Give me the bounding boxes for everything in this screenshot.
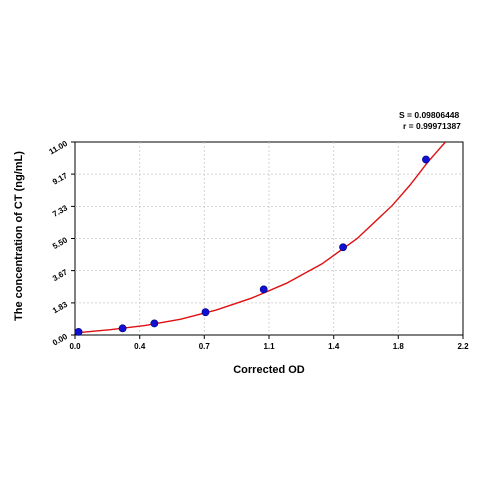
grid-lines: [75, 142, 463, 335]
x-tick-label: 1.4: [328, 342, 340, 351]
x-tick-label: 2.2: [457, 342, 469, 351]
x-tick-label: 1.1: [263, 342, 275, 351]
r-value-label: r = 0.99971387: [403, 121, 461, 131]
y-tick-label: 3.67: [51, 267, 69, 283]
data-point: [339, 243, 347, 252]
y-tick-label: 11.00: [48, 139, 70, 157]
data-point: [201, 308, 210, 317]
s-value-label: S = 0.09806448: [399, 110, 460, 120]
fit-curve-layer: [75, 142, 446, 334]
fit-curve: [75, 142, 446, 334]
data-point: [259, 285, 268, 294]
x-tick-label: 0.0: [69, 342, 81, 351]
data-point: [150, 319, 159, 328]
data-point: [74, 327, 83, 336]
y-axis-title: The concentration of CT (ng/mL): [13, 151, 25, 321]
x-tick-label: 0.7: [199, 342, 211, 351]
y-tick-label: 0.00: [51, 332, 69, 348]
x-axis-title: Corrected OD: [233, 364, 305, 376]
y-tick-label: 9.17: [51, 171, 69, 187]
x-tick-label: 0.4: [134, 342, 146, 351]
y-tick-label: 1.83: [51, 300, 69, 316]
y-axis: 0.00 1.83 3.67 5.50 7.33 9.17 11.00: [48, 139, 75, 348]
x-axis: 0.0 0.4 0.7 1.1 1.4 1.8 2.2: [69, 335, 469, 351]
data-point: [118, 324, 127, 333]
data-point: [422, 155, 430, 164]
x-tick-label: 1.8: [393, 342, 405, 351]
data-points-layer: [74, 155, 430, 336]
y-tick-label: 7.33: [51, 203, 69, 219]
y-tick-label: 5.50: [51, 235, 69, 251]
